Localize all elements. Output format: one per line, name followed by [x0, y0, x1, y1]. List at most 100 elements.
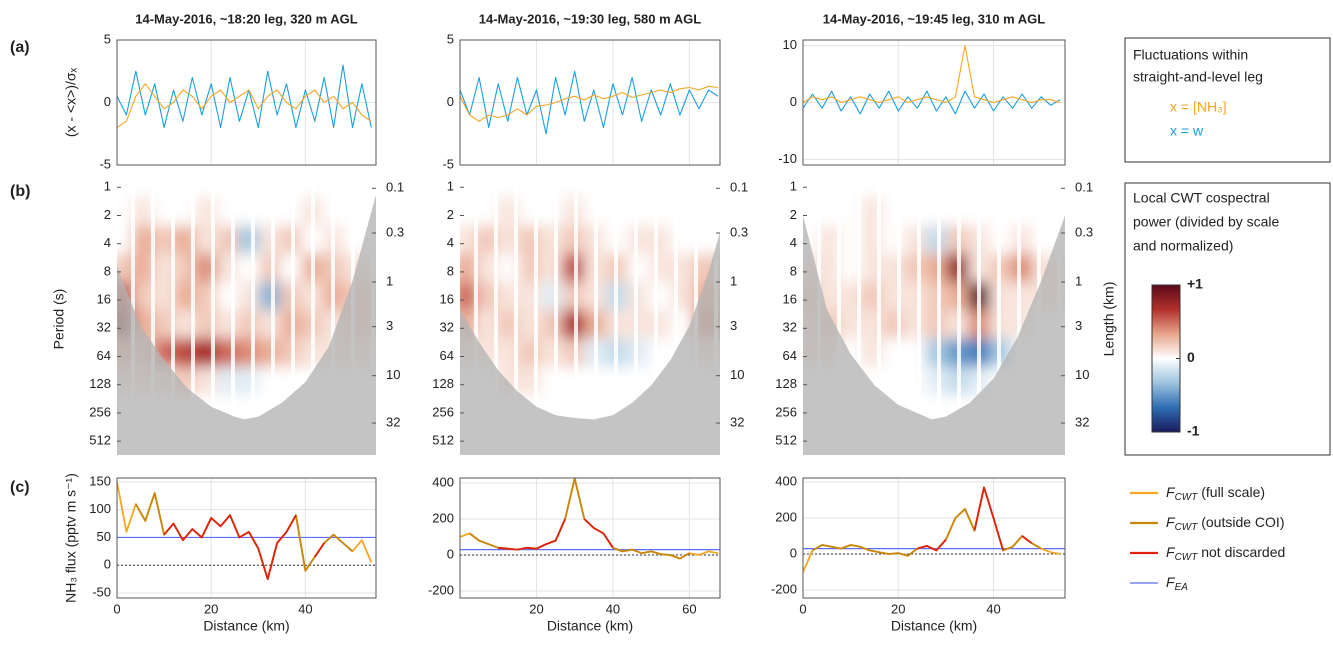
y-axis-label: NH₃ flux (pptv m s⁻¹) — [63, 473, 79, 603]
y-tick-label: 100 — [89, 501, 111, 516]
plot-area — [803, 183, 1065, 455]
legend-box — [1124, 37, 1331, 163]
y-tick-label: 64 — [97, 348, 111, 363]
stripe — [251, 183, 255, 455]
legend-title: power (divided by scale — [1133, 214, 1280, 230]
colorbar-tick-label: 0 — [1187, 349, 1195, 365]
y-tick-label: 32 — [783, 320, 797, 335]
stripe — [291, 183, 295, 455]
cone-of-influence — [117, 194, 376, 455]
y-tick-label: -200 — [771, 582, 797, 597]
y-tick-label: 256 — [432, 404, 454, 419]
colorbar-tick-label: -1 — [1187, 423, 1200, 439]
stripe — [897, 183, 901, 455]
legend-item: x = [NH₃] — [1170, 99, 1227, 115]
stripe — [614, 183, 618, 455]
axes-frame — [116, 477, 377, 599]
y-tick-label: 64 — [783, 348, 797, 363]
y-tick-label: 10 — [783, 37, 797, 52]
legend-text: (full scale) — [1197, 484, 1265, 500]
plot-area — [460, 478, 720, 560]
stripe — [231, 183, 235, 455]
data-line — [135, 492, 354, 580]
panel-label: (a) — [10, 39, 30, 56]
legend-text: (outside COI) — [1197, 514, 1284, 530]
y-tick-label: 64 — [440, 348, 454, 363]
legend-item: FCWT (outside COI) — [1166, 514, 1284, 533]
panel-label: (b) — [10, 183, 30, 200]
legend-item: FCWT (full scale) — [1166, 484, 1265, 503]
legend-item: x = w — [1170, 123, 1204, 139]
stripe — [674, 183, 678, 455]
y-tick-label: 16 — [783, 292, 797, 307]
cone-of-influence — [803, 215, 1065, 455]
plot-area — [460, 183, 720, 455]
axes-frame — [459, 39, 721, 166]
x-tick-label: 20 — [204, 601, 218, 616]
x-tick-label: 0 — [113, 601, 120, 616]
y-tick-label: 512 — [432, 433, 454, 448]
stripe — [857, 183, 861, 455]
y-tick-label: 5 — [447, 31, 454, 46]
y-tick-label: 0 — [447, 94, 454, 109]
legend-symbol: F — [1166, 544, 1176, 560]
y-tick-label: 0 — [790, 545, 797, 560]
y2-tick-label: 3 — [1075, 318, 1082, 333]
x-tick-label: 0 — [799, 601, 806, 616]
x-tick-label: 20 — [891, 601, 905, 616]
y2-tick-label: 10 — [386, 367, 400, 382]
stripe — [594, 183, 598, 455]
stripe — [977, 183, 981, 455]
plot-area — [460, 70, 719, 135]
y2-tick-label: 3 — [730, 318, 737, 333]
x-tick-label: 20 — [529, 601, 543, 616]
y-tick-label: 0 — [447, 546, 454, 561]
data-line — [460, 85, 719, 122]
y2-tick-label: 32 — [386, 414, 400, 429]
legend-box — [1124, 182, 1331, 456]
y-tick-label: 200 — [432, 510, 454, 525]
stripe — [271, 183, 275, 455]
y-tick-label: 16 — [97, 292, 111, 307]
axes-frame — [802, 39, 1066, 166]
y-tick-label: 512 — [775, 433, 797, 448]
y-tick-label: 200 — [775, 509, 797, 524]
stripe — [634, 183, 638, 455]
y-tick-label: 128 — [775, 376, 797, 391]
legend-symbol: F — [1166, 484, 1176, 500]
y2-tick-label: 32 — [1075, 414, 1089, 429]
y-axis-label: Period (s) — [51, 289, 67, 350]
data-line — [460, 70, 719, 135]
chart-title: 14-May-2016, ~19:30 leg, 580 m AGL — [479, 11, 702, 26]
data-line — [117, 83, 372, 128]
y-tick-label: 256 — [775, 404, 797, 419]
y2-tick-label: 0.1 — [386, 180, 404, 195]
y-tick-label: -200 — [428, 582, 454, 597]
x-tick-label: 40 — [986, 601, 1000, 616]
colorbar — [1151, 284, 1181, 433]
legend-item: FEA — [1166, 574, 1188, 593]
y-tick-label: 150 — [89, 473, 111, 488]
axes-frame — [459, 477, 721, 599]
data-line — [917, 486, 1033, 552]
plot-area — [117, 481, 376, 580]
legend-text: not discarded — [1197, 544, 1285, 560]
y-tick-label: 2 — [447, 207, 454, 222]
panel-label: (c) — [10, 479, 30, 496]
y-tick-label: 0 — [104, 557, 111, 572]
y2-tick-label: 1 — [730, 273, 737, 288]
y-tick-label: 32 — [440, 320, 454, 335]
y2-tick-label: 32 — [730, 414, 744, 429]
legend-title: and normalized) — [1133, 238, 1233, 254]
data-line — [803, 45, 1061, 104]
legend-item: FCWT not discarded — [1166, 544, 1285, 563]
chart-title: 14-May-2016, ~18:20 leg, 320 m AGL — [135, 11, 358, 26]
y2-tick-label: 1 — [386, 273, 393, 288]
y-tick-label: 1 — [447, 179, 454, 194]
y2-tick-label: 0.1 — [1075, 180, 1093, 195]
y2-tick-label: 0.3 — [730, 224, 748, 239]
legend-title: Local CWT cospectral — [1133, 190, 1270, 206]
y-tick-label: 400 — [775, 473, 797, 488]
legend-subscript: CWT — [1175, 522, 1199, 533]
